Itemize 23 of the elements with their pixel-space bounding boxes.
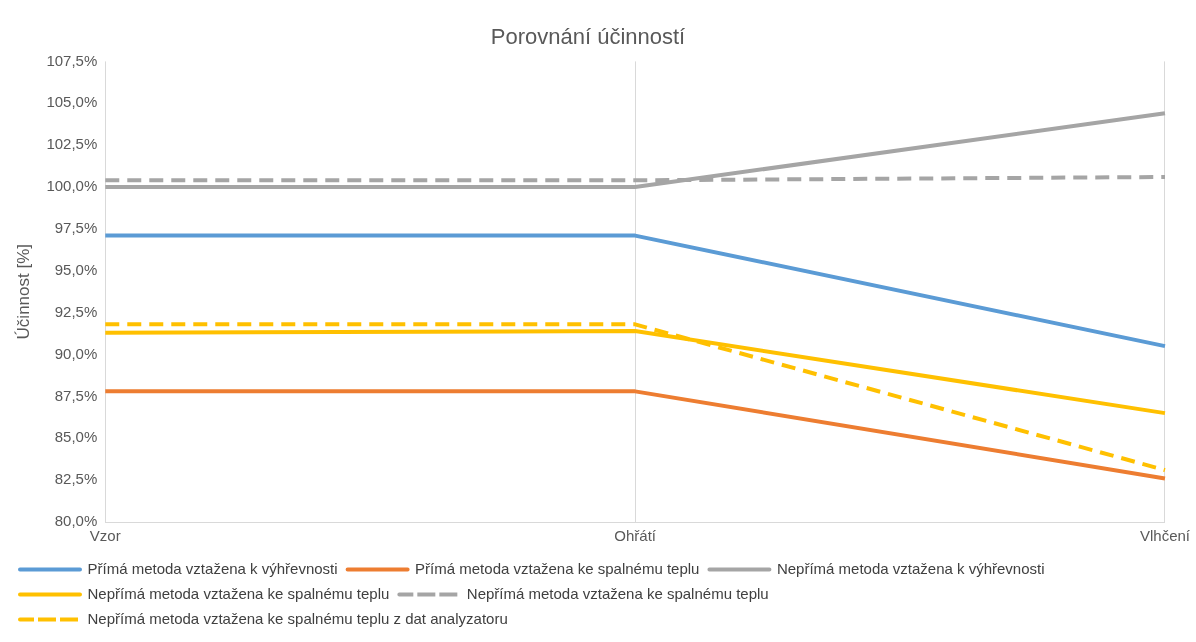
y-axis-title: Účinnost [%]: [13, 243, 33, 340]
y-tick-label: 87,5%: [54, 386, 98, 404]
x-tick-label: Ohřátí: [614, 527, 657, 545]
y-tick-label: 105,0%: [46, 93, 98, 111]
y-tick-label: 97,5%: [54, 219, 98, 237]
legend-label: Přímá metoda vztažena ke spalnému teplu: [415, 559, 700, 577]
y-tick-label: 107,5%: [46, 51, 98, 69]
x-tick-label: Vlhčení: [1139, 527, 1191, 545]
y-tick-label: 100,0%: [46, 177, 98, 195]
legend-label: Nepřímá metoda vztažena k výhřevnosti: [776, 559, 1045, 577]
y-tick-label: 80,0%: [54, 512, 98, 530]
y-tick-label: 85,0%: [54, 428, 98, 446]
legend-label: Nepřímá metoda vztažena ke spalnému teplu: [466, 584, 769, 602]
y-tick-label: 102,5%: [46, 135, 98, 153]
legend-label: Nepřímá metoda vztažena ke spalnému teplu: [87, 584, 390, 602]
y-tick-label: 82,5%: [54, 470, 98, 488]
x-tick-label: Vzor: [89, 527, 121, 545]
y-tick-label: 95,0%: [54, 260, 98, 278]
legend-label: Přímá metoda vztažena k výhřevnosti: [87, 559, 338, 577]
y-tick-label: 92,5%: [54, 302, 98, 320]
chart-title: Porovnání účinností: [490, 24, 686, 50]
y-tick-label: 90,0%: [54, 344, 98, 362]
legend-label: Nepřímá metoda vztažena ke spalnému teplu z dat analyzatoru: [87, 609, 508, 627]
